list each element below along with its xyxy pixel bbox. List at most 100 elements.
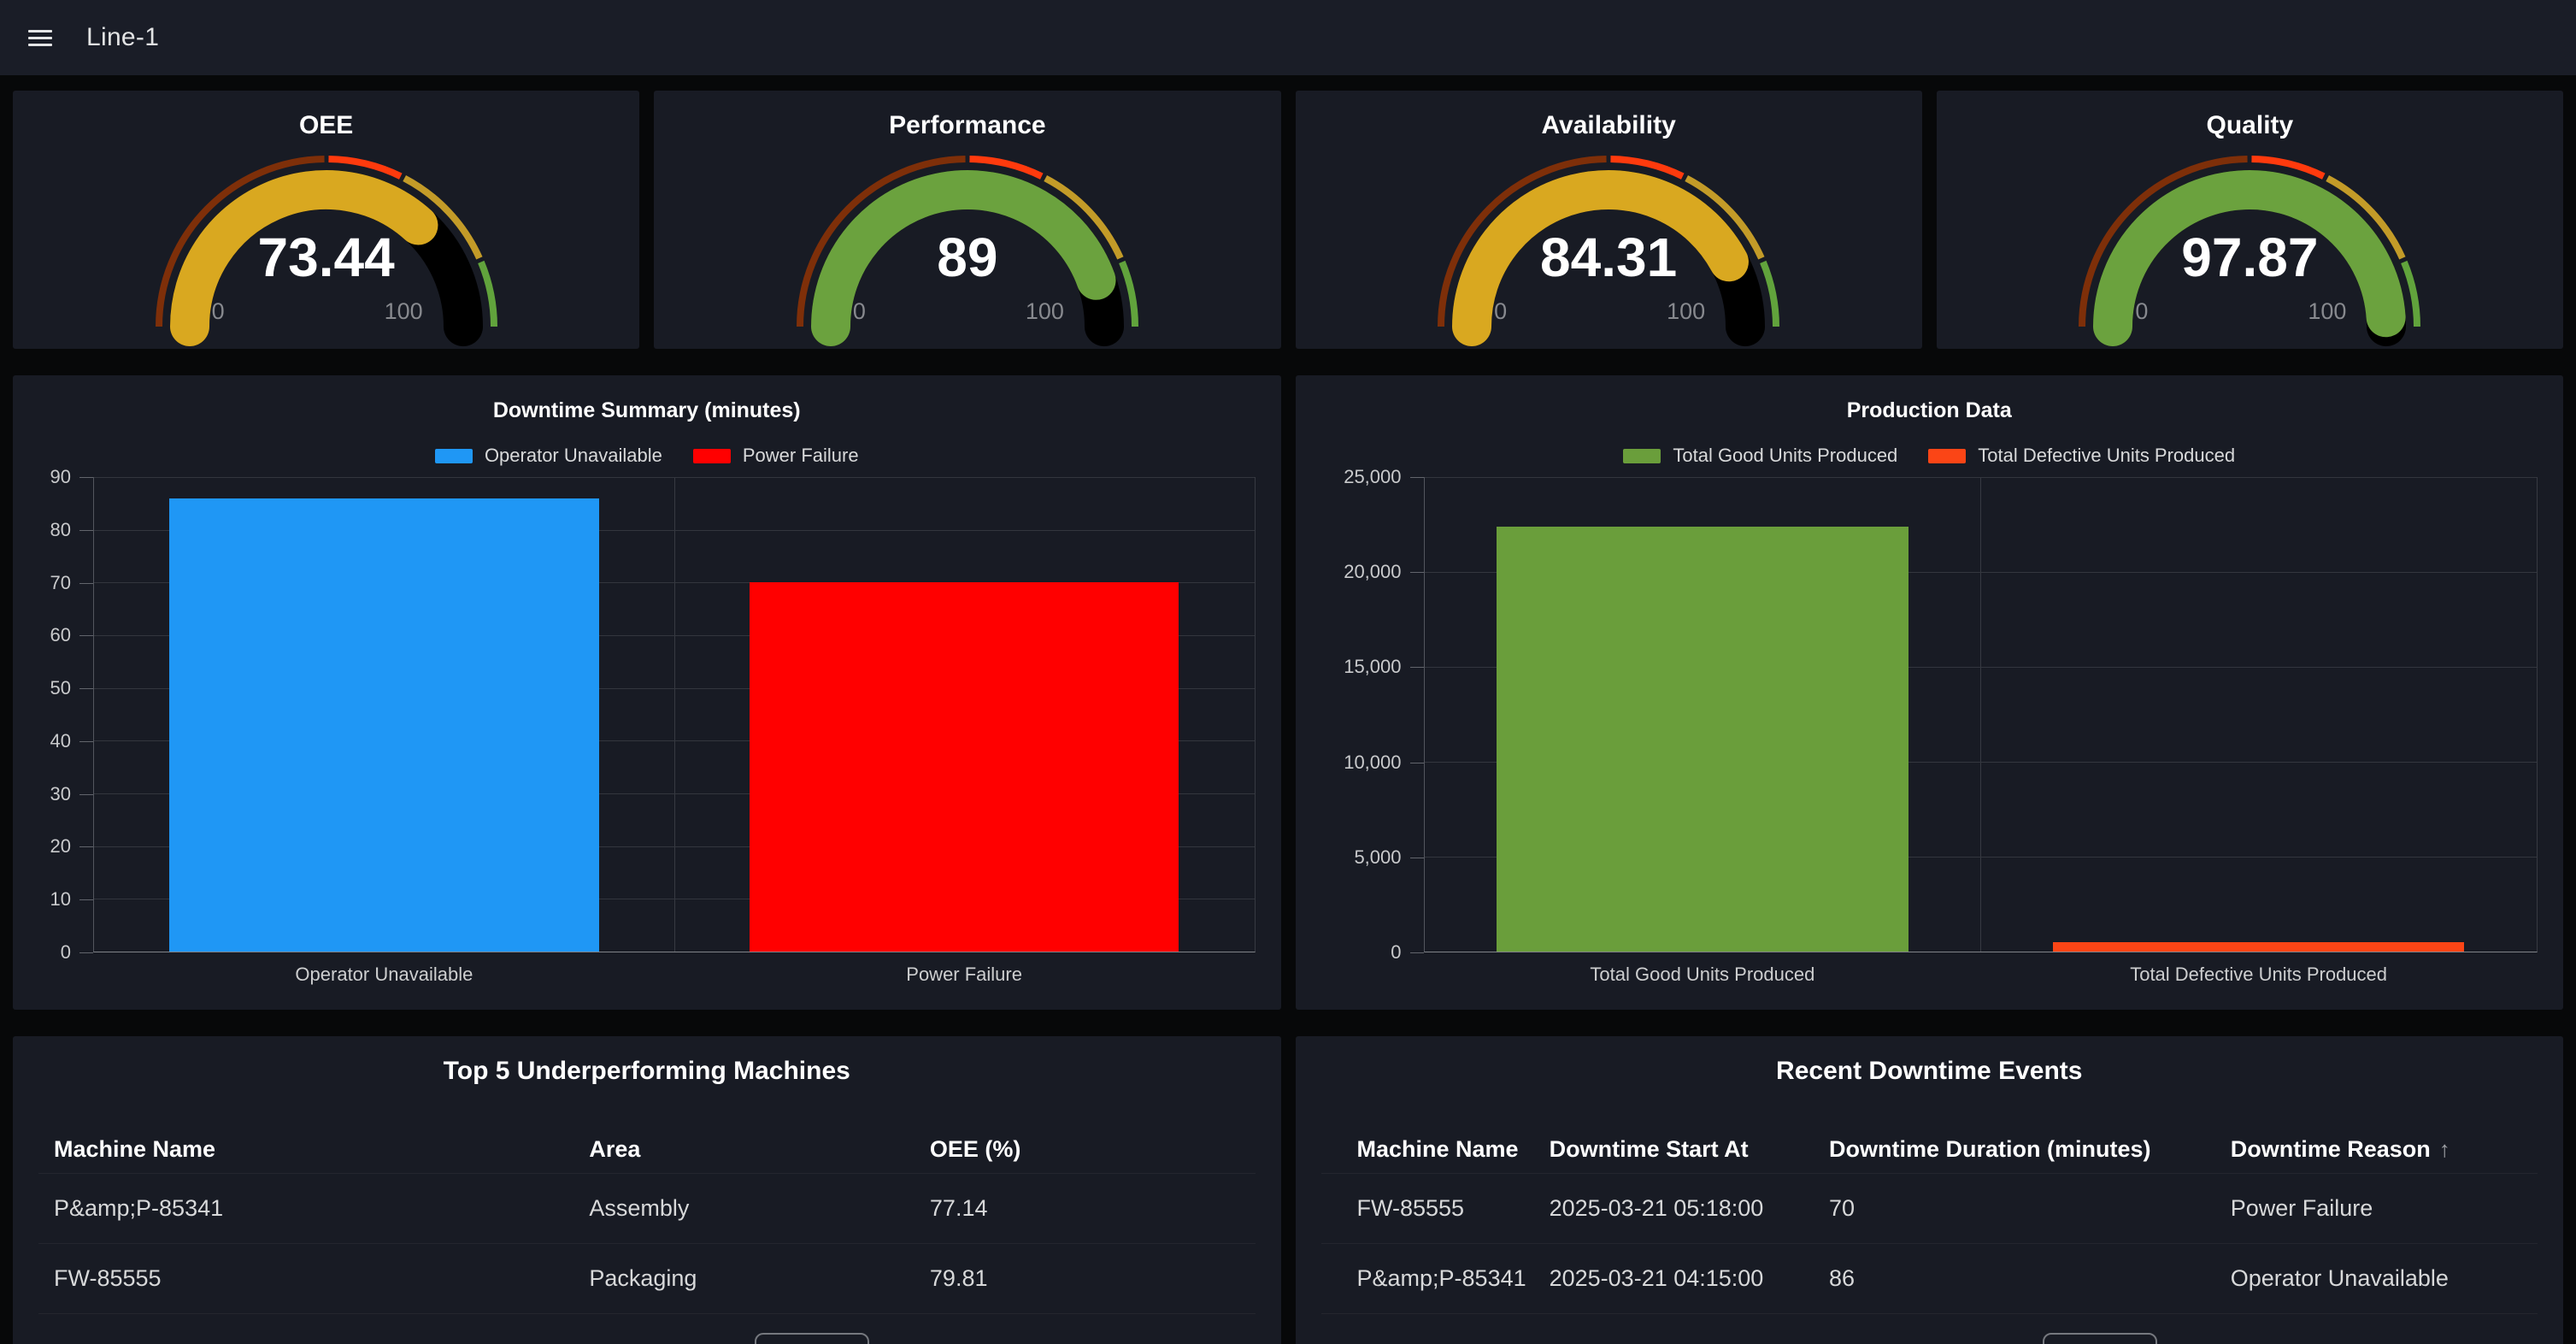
panel-title-quality[interactable]: Quality <box>2206 111 2294 139</box>
panel-title-oee[interactable]: OEE <box>298 111 354 139</box>
dashboard-title: Line-1 <box>86 23 160 51</box>
cell-area: Packaging <box>589 1265 697 1291</box>
gauge-min-label: 0 <box>1494 298 1508 324</box>
table-row: FW-85555 2025-03-21 05:18:00 70 Power Fa… <box>1320 1174 2538 1244</box>
pagination-button[interactable] <box>755 1333 869 1344</box>
panel-quality: Quality 97.87 0 100 <box>1936 91 2563 349</box>
cell-machine-name: P&amp;P-85341 <box>1356 1265 1526 1291</box>
panel-title-availability[interactable]: Availability <box>1541 111 1676 139</box>
y-tick-label: 0 <box>38 941 93 964</box>
bar-power-failure[interactable] <box>749 582 1179 952</box>
legend-item-power-failure[interactable]: Power Failure <box>692 445 859 467</box>
y-tick-label: 50 <box>38 677 93 699</box>
y-tick-label: 60 <box>38 624 93 646</box>
gauge-availability: 84.31 0 100 <box>1420 142 1797 347</box>
cell-downtime-reason: Power Failure <box>2230 1195 2373 1221</box>
table-row: Top 5 Underperforming Machines Machine N… <box>0 1036 2576 1344</box>
panel-title-recent-downtime-events[interactable]: Recent Downtime Events <box>1776 1057 2083 1085</box>
cell-oee: 79.81 <box>929 1265 988 1291</box>
y-tick-label: 0 <box>1321 941 1424 964</box>
x-category-label: Total Defective Units Produced <box>2130 964 2388 985</box>
downtime-events-table: Machine Name Downtime Start At Downtime … <box>1320 1126 2538 1314</box>
gauge-arc <box>155 156 497 346</box>
gridline <box>1424 857 2537 858</box>
y-tick-label: 20 <box>38 835 93 858</box>
gauge-performance: 89 0 100 <box>779 142 1156 347</box>
gauge-max-label: 100 <box>384 298 423 324</box>
gridline <box>94 740 1255 742</box>
bar-operator-unavailable[interactable] <box>169 498 599 952</box>
topbar: Line-1 <box>0 0 2576 75</box>
gauge-row: OEE 73.44 0 100 Performance 89 0 100 Ava… <box>0 91 2576 349</box>
column-header-downtime-duration[interactable]: Downtime Duration (minutes) <box>1829 1136 2151 1162</box>
panel-title-downtime-summary[interactable]: Downtime Summary (minutes) <box>492 398 801 422</box>
cell-downtime-start: 2025-03-21 04:15:00 <box>1549 1265 1764 1291</box>
menu-icon[interactable] <box>28 26 52 50</box>
gridline <box>94 529 1255 531</box>
y-tick-label: 10 <box>38 888 93 911</box>
pagination-button[interactable] <box>2042 1333 2157 1344</box>
bar-total-good-units-produced[interactable] <box>1497 526 1908 952</box>
gauge-arc <box>796 156 1138 346</box>
panel-underperforming-machines: Top 5 Underperforming Machines Machine N… <box>13 1036 1281 1344</box>
x-axis-labels: Operator Unavailable Power Failure <box>94 964 1255 986</box>
gridline <box>1424 667 2537 668</box>
table-row: FW-85555 Packaging 79.81 <box>38 1244 1256 1314</box>
gauge-value: 97.87 <box>2181 227 2319 288</box>
gridline <box>94 635 1255 636</box>
gridline <box>1424 477 2537 478</box>
panel-downtime-summary: Downtime Summary (minutes) Operator Unav… <box>13 375 1281 1010</box>
plot-area: Total Good Units Produced Total Defectiv… <box>1423 477 2538 985</box>
column-header-downtime-reason[interactable]: Downtime Reason ↑ <box>2230 1136 2450 1162</box>
column-header-area[interactable]: Area <box>589 1136 641 1162</box>
column-header-machine-name[interactable]: Machine Name <box>1356 1136 1519 1162</box>
column-header-machine-name[interactable]: Machine Name <box>54 1136 216 1162</box>
x-category-label: Total Good Units Produced <box>1590 964 1815 985</box>
bar-total-defective-units-produced[interactable] <box>2052 941 2465 952</box>
gridline <box>94 846 1255 847</box>
gridline <box>1424 572 2537 573</box>
gauge-value: 73.44 <box>257 227 395 288</box>
gridline <box>94 687 1255 689</box>
y-tick-label: 70 <box>38 572 93 594</box>
column-header-downtime-start[interactable]: Downtime Start At <box>1549 1136 1749 1162</box>
y-tick-label: 15,000 <box>1321 656 1424 678</box>
panel-production-data: Production Data Total Good Units Produce… <box>1295 375 2564 1010</box>
panel-title-performance[interactable]: Performance <box>889 111 1046 139</box>
y-tick-label: 10,000 <box>1321 752 1424 774</box>
table-header-row: Machine Name Area OEE (%) <box>38 1126 1256 1174</box>
table-row: P&amp;P-85341 2025-03-21 04:15:00 86 Ope… <box>1320 1244 2538 1314</box>
cell-area: Assembly <box>589 1195 690 1221</box>
y-tick-label: 80 <box>38 519 93 541</box>
chart-area: 0 10 20 30 40 50 60 70 80 90 Operator Unavailable… <box>38 466 1256 985</box>
category-divider <box>1980 477 1982 952</box>
y-tick-label: 30 <box>38 783 93 805</box>
gauge-arc <box>1438 156 1780 346</box>
panel-title-underperforming-machines[interactable]: Top 5 Underperforming Machines <box>443 1057 850 1085</box>
cell-downtime-duration: 86 <box>1829 1265 1856 1291</box>
legend-label: Power Failure <box>742 445 859 466</box>
gauge-arc <box>2079 156 2421 346</box>
x-category-label: Power Failure <box>906 964 1022 985</box>
chart-area: 0 5,000 10,000 15,000 20,000 25,000 Total Goo… <box>1321 466 2538 985</box>
cell-downtime-start: 2025-03-21 05:18:00 <box>1549 1195 1764 1221</box>
legend-item-defective-units[interactable]: Total Defective Units Produced <box>1928 445 2235 467</box>
legend-item-operator-unavailable[interactable]: Operator Unavailable <box>434 445 662 467</box>
table-header-row: Machine Name Downtime Start At Downtime … <box>1320 1126 2538 1174</box>
legend-swatch <box>1928 448 1967 463</box>
gauge-max-label: 100 <box>2308 298 2347 324</box>
legend-label: Total Defective Units Produced <box>1978 445 2236 466</box>
sort-ascending-icon: ↑ <box>2438 1136 2450 1162</box>
gauge-max-label: 100 <box>1025 298 1064 324</box>
panel-recent-downtime-events: Recent Downtime Events Machine Name Down… <box>1295 1036 2563 1344</box>
cell-machine-name: FW-85555 <box>1356 1195 1465 1221</box>
x-axis-labels: Total Good Units Produced Total Defectiv… <box>1425 964 2538 986</box>
y-tick-label: 25,000 <box>1321 466 1424 488</box>
panel-title-production-data[interactable]: Production Data <box>1846 398 2012 422</box>
legend-item-good-units[interactable]: Total Good Units Produced <box>1623 445 1897 467</box>
column-header-oee[interactable]: OEE (%) <box>929 1136 1021 1162</box>
legend-label: Total Good Units Produced <box>1673 445 1898 466</box>
chart-legend: Total Good Units Produced Total Defectiv… <box>1296 445 2564 467</box>
y-tick-label: 5,000 <box>1321 846 1424 869</box>
panel-performance: Performance 89 0 100 <box>654 91 1281 349</box>
